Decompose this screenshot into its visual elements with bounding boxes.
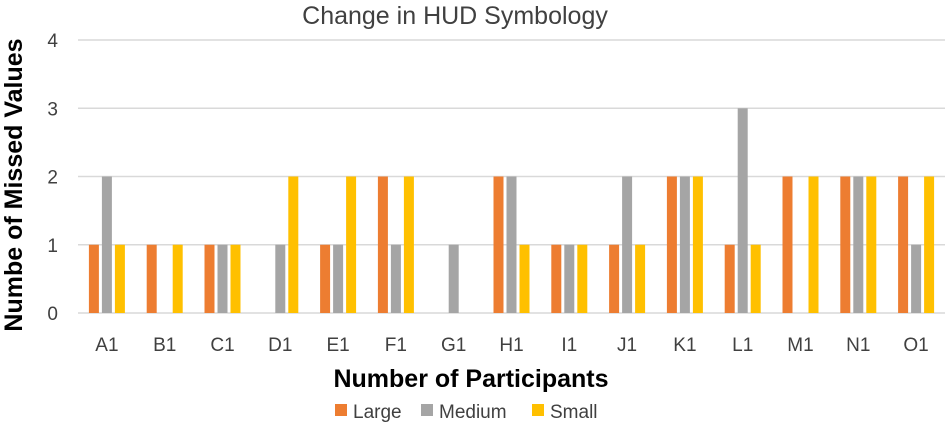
- x-tick-label: M1: [787, 335, 813, 356]
- legend-swatch-medium: [421, 404, 433, 416]
- bar-small-a1: [114, 244, 125, 313]
- bar-medium-n1: [853, 176, 864, 313]
- bar-small-j1: [635, 244, 646, 313]
- bar-medium-d1: [275, 244, 286, 313]
- bar-large-a1: [88, 244, 99, 313]
- bar-small-m1: [808, 176, 819, 313]
- bar-large-i1: [551, 244, 562, 313]
- bar-large-k1: [666, 176, 677, 313]
- x-tick-label: F1: [385, 335, 407, 356]
- bar-small-n1: [866, 176, 877, 313]
- x-tick-label: D1: [268, 335, 292, 356]
- x-tick-label: J1: [617, 335, 637, 356]
- bar-medium-f1: [390, 244, 401, 313]
- y-axis-ticks: 0 1 2 3 4: [47, 31, 58, 325]
- bar-medium-o1: [911, 244, 922, 313]
- bar-large-f1: [377, 176, 388, 313]
- y-tick-label: 2: [47, 168, 58, 189]
- legend-swatch-large: [335, 404, 347, 416]
- bar-medium-j1: [622, 176, 633, 313]
- bar-medium-h1: [506, 176, 517, 313]
- bar-small-o1: [924, 176, 935, 313]
- y-axis-label: Numbe of Missed Values: [0, 38, 28, 331]
- x-tick-label: G1: [441, 335, 466, 356]
- bar-medium-a1: [101, 176, 112, 313]
- bar-small-f1: [403, 176, 414, 313]
- y-tick-label: 0: [47, 304, 58, 325]
- x-axis-label: Number of Participants: [333, 365, 608, 393]
- x-tick-label: E1: [326, 335, 349, 356]
- bar-large-l1: [724, 244, 735, 313]
- legend-label-medium: Medium: [439, 402, 507, 423]
- bar-medium-k1: [679, 176, 690, 313]
- bar-large-e1: [320, 244, 331, 313]
- bar-large-o1: [898, 176, 909, 313]
- bar-large-j1: [609, 244, 620, 313]
- bar-medium-c1: [217, 244, 228, 313]
- x-tick-label: O1: [903, 335, 928, 356]
- bar-small-b1: [172, 244, 183, 313]
- x-tick-label: N1: [846, 335, 870, 356]
- x-tick-label: K1: [673, 335, 696, 356]
- bar-small-k1: [692, 176, 703, 313]
- x-tick-label: B1: [153, 335, 176, 356]
- bar-medium-e1: [333, 244, 344, 313]
- bar-large-c1: [204, 244, 215, 313]
- x-tick-label: I1: [561, 335, 577, 356]
- x-tick-label: A1: [95, 335, 118, 356]
- chart-title: Change in HUD Symbology: [302, 2, 608, 30]
- bar-small-c1: [230, 244, 241, 313]
- y-tick-label: 1: [47, 236, 58, 257]
- y-tick-label: 4: [47, 31, 58, 52]
- bar-small-i1: [577, 244, 588, 313]
- bar-large-h1: [493, 176, 504, 313]
- bar-small-l1: [750, 244, 761, 313]
- bar-medium-g1: [448, 244, 459, 313]
- legend-label-small: Small: [550, 402, 598, 423]
- legend: Large Medium Small: [335, 402, 598, 423]
- y-tick-label: 3: [47, 99, 58, 120]
- bar-medium-i1: [564, 244, 575, 313]
- bar-small-d1: [288, 176, 299, 313]
- bar-large-n1: [840, 176, 851, 313]
- bar-large-m1: [782, 176, 793, 313]
- bar-small-e1: [346, 176, 357, 313]
- x-tick-label: C1: [210, 335, 234, 356]
- bar-large-b1: [146, 244, 157, 313]
- bars: [88, 108, 935, 313]
- bar-medium-l1: [737, 108, 748, 313]
- legend-label-large: Large: [353, 402, 402, 423]
- x-tick-label: L1: [732, 335, 753, 356]
- legend-swatch-small: [532, 404, 544, 416]
- bar-small-h1: [519, 244, 530, 313]
- x-tick-label: H1: [499, 335, 523, 356]
- x-axis-ticks: A1 B1 C1 D1 E1 F1 G1 H1 I1 J1 K1 L1 M1 N1 O1: [95, 335, 929, 356]
